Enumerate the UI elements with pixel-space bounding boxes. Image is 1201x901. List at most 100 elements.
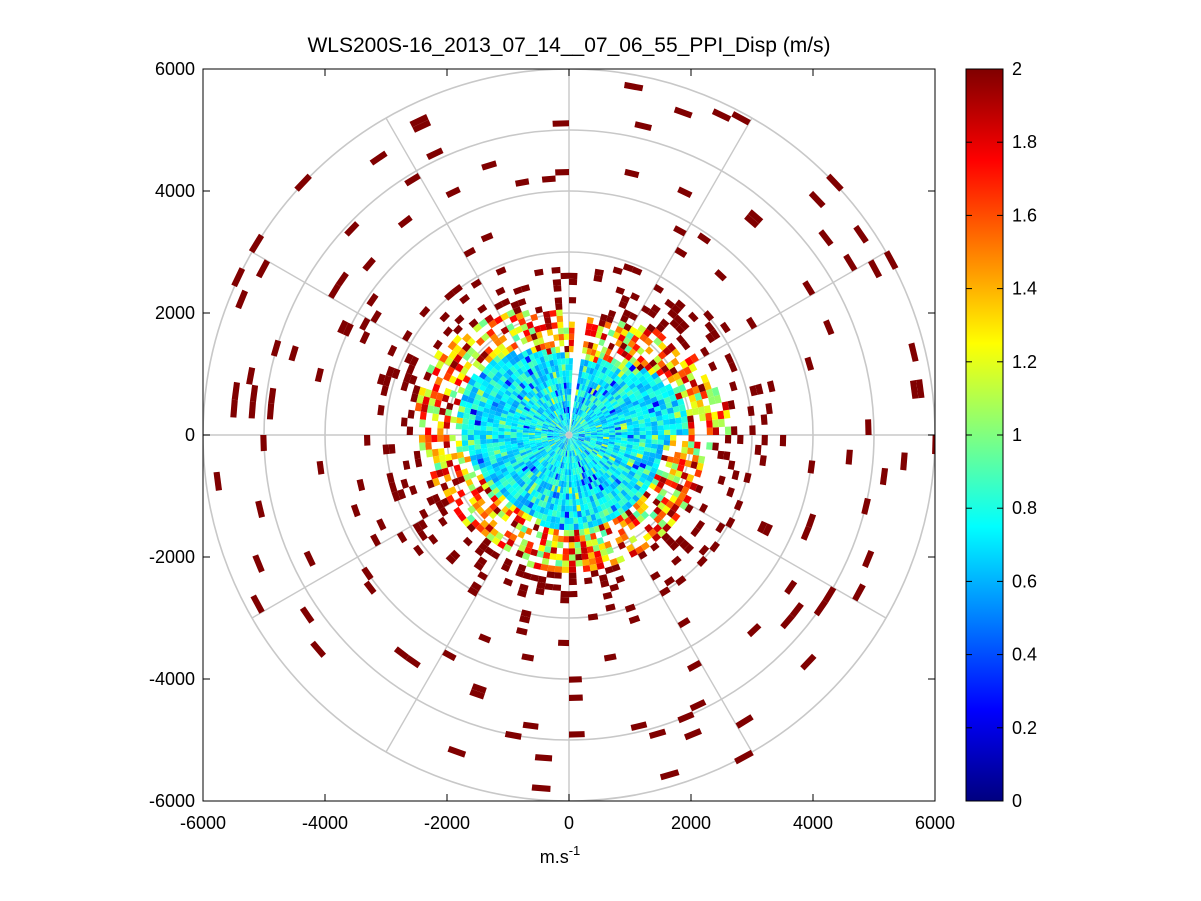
data-cell: [516, 458, 524, 465]
data-cell: [689, 378, 698, 388]
data-cell: [621, 496, 629, 505]
data-cell: [530, 397, 537, 404]
data-cell: [342, 322, 354, 337]
data-cell: [592, 506, 599, 514]
data-cell: [587, 360, 593, 368]
data-cell: [571, 444, 574, 451]
data-cell: [481, 448, 488, 454]
data-cell: [523, 441, 530, 445]
data-cell: [554, 365, 559, 372]
data-cell: [512, 448, 520, 454]
data-cell: [665, 500, 675, 509]
data-cell: [382, 375, 392, 387]
data-cell: [625, 331, 635, 340]
data-cell: [862, 550, 875, 568]
data-cell: [578, 417, 583, 423]
data-cell: [541, 513, 548, 521]
data-cell: [575, 423, 581, 429]
data-cell: [486, 479, 495, 487]
data-cell: [620, 314, 629, 323]
data-cell: [612, 517, 620, 526]
data-cell: [600, 529, 608, 538]
data-cell: [572, 429, 578, 433]
data-cell: [498, 423, 506, 429]
data-cell: [510, 342, 519, 351]
data-cell: [671, 304, 682, 315]
data-cell: [479, 430, 487, 435]
data-cell: [589, 423, 596, 428]
data-cell: [477, 405, 485, 412]
data-cell: [551, 510, 557, 517]
data-cell: [737, 435, 744, 445]
data-cell: [576, 480, 580, 487]
data-cell: [632, 502, 641, 511]
data-cell: [678, 404, 686, 412]
data-cell: [577, 438, 584, 442]
data-cell: [569, 406, 571, 414]
data-cell: [541, 175, 556, 183]
data-cell: [651, 532, 662, 543]
data-cell: [596, 439, 603, 443]
data-cell: [628, 535, 638, 544]
data-cell: [536, 370, 543, 378]
data-cell: [513, 514, 522, 523]
data-cell: [680, 390, 689, 399]
data-cell: [636, 506, 645, 515]
data-cell: [570, 426, 574, 432]
data-cell: [552, 491, 557, 499]
data-cell: [555, 440, 562, 445]
data-cell: [487, 417, 494, 423]
data-cell: [678, 458, 686, 466]
data-cell: [559, 435, 566, 437]
data-cell: [517, 352, 525, 361]
colorbar-tick-label: 0.4: [1012, 645, 1037, 665]
data-cell: [590, 569, 599, 578]
data-cell: [633, 435, 640, 439]
data-cell: [572, 437, 578, 441]
data-cell: [534, 413, 541, 418]
data-cell: [474, 420, 481, 426]
data-cell: [605, 416, 613, 421]
data-cell: [586, 447, 593, 452]
data-cell: [511, 390, 519, 397]
data-cell: [655, 393, 664, 401]
data-cell: [664, 383, 673, 392]
data-cell: [569, 425, 572, 432]
data-cell: [516, 426, 524, 431]
data-cell: [626, 421, 633, 426]
y-tick-label: -2000: [149, 547, 195, 567]
data-cell: [569, 272, 578, 280]
data-cell: [495, 266, 507, 276]
data-cell: [697, 406, 706, 415]
data-cell: [555, 447, 560, 453]
data-cell: [431, 413, 439, 422]
data-cell: [690, 461, 698, 470]
data-cell: [502, 470, 510, 477]
data-cell: [619, 461, 627, 468]
data-cell: [627, 435, 634, 439]
data-cell: [569, 572, 577, 579]
data-cell: [614, 502, 622, 510]
data-cell: [559, 434, 566, 435]
data-cell: [580, 547, 588, 554]
data-cell: [593, 457, 599, 464]
data-cell: [534, 477, 541, 485]
data-cell: [485, 363, 494, 372]
data-cell: [473, 561, 484, 572]
data-cell: [681, 422, 689, 430]
data-cell: [576, 448, 580, 455]
data-cell: [545, 347, 552, 355]
data-cell: [572, 435, 579, 436]
data-cell: [641, 305, 651, 315]
data-cell: [673, 314, 684, 325]
data-cell: [547, 416, 553, 422]
data-cell: [505, 361, 513, 369]
data-cell: [697, 455, 706, 464]
data-cell: [724, 353, 734, 364]
data-cell: [544, 421, 550, 425]
data-cell: [761, 435, 768, 446]
data-cell: [560, 430, 566, 434]
data-cell: [478, 318, 488, 328]
data-cell: [552, 472, 557, 480]
data-cell: [571, 438, 575, 444]
